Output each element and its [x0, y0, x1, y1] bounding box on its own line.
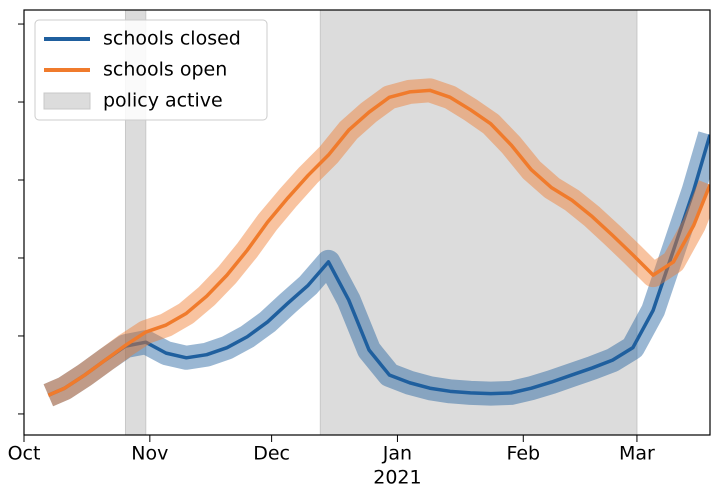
- x-tick-label: Mar: [619, 443, 655, 465]
- series-line: [47, 134, 712, 397]
- series-line: [47, 88, 712, 397]
- legend-label: schools open: [103, 59, 227, 81]
- x-tick-label: Nov: [131, 443, 168, 465]
- legend-box: [34, 19, 268, 121]
- year-label: 2021: [373, 467, 421, 489]
- cover: [710, 0, 722, 498]
- cover: [0, 0, 722, 10]
- legend-swatch: [43, 92, 91, 110]
- legend: schools closed schools open policy active: [34, 19, 268, 121]
- x-tick-label: Oct: [8, 443, 41, 465]
- axes-frame: [23, 9, 711, 436]
- legend-label: schools closed: [103, 28, 241, 50]
- x-tick-label: Feb: [506, 443, 540, 465]
- cover: [0, 435, 722, 498]
- policy-span: [319, 9, 638, 436]
- x-tick-label: Jan: [382, 443, 412, 465]
- legend-label: policy active: [103, 90, 223, 112]
- x-tick-label: Dec: [253, 443, 290, 465]
